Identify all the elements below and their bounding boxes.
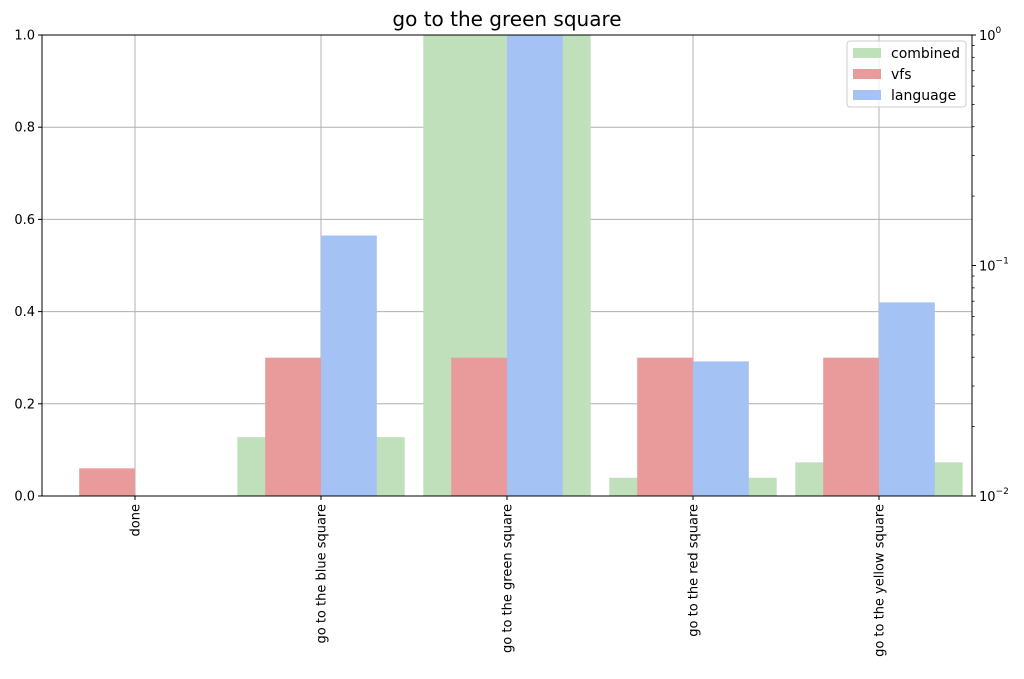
bar-vfs xyxy=(265,357,321,496)
x-tick-label: go to the blue square xyxy=(315,504,330,644)
axes: 0.0 0.2 0.4 0.6 0.8 1.0 10−2 10−1 100 done go to t… xyxy=(14,26,1009,657)
bar-vfs xyxy=(637,357,693,496)
y-left-tick-label: 1.0 xyxy=(14,29,35,44)
bar-vfs xyxy=(451,357,507,496)
y-right-tick-label: 10−1 xyxy=(979,257,1009,275)
y-right-tick-exponent: −2 xyxy=(996,487,1009,497)
bar-language xyxy=(507,35,563,496)
y-right-tick-label: 100 xyxy=(979,26,1002,44)
bar-language xyxy=(321,235,377,496)
legend-label-language: language xyxy=(891,88,956,104)
y-right-tick-exponent: −1 xyxy=(996,257,1009,267)
legend-label-vfs: vfs xyxy=(891,67,912,83)
y-left-tick-label: 0.6 xyxy=(14,213,35,228)
legend-swatch-combined xyxy=(853,48,881,58)
y-left-tick-label: 0.8 xyxy=(14,121,35,136)
chart-title: go to the green square xyxy=(392,7,621,31)
y-left-tick-label: 0.0 xyxy=(14,490,35,505)
x-tick-label: go to the green square xyxy=(501,504,516,653)
y-right-tick-label: 10−2 xyxy=(979,487,1009,505)
bar-language xyxy=(879,302,935,496)
legend: combined vfs language xyxy=(846,40,967,108)
legend-swatch-vfs xyxy=(853,69,881,79)
legend-label-combined: combined xyxy=(891,46,960,62)
bar-vfs xyxy=(79,468,135,496)
x-tick-label: go to the yellow square xyxy=(873,504,888,657)
bar-language xyxy=(693,361,749,496)
bar-vfs xyxy=(823,357,879,496)
y-left-tick-label: 0.2 xyxy=(14,397,35,412)
legend-swatch-language xyxy=(853,90,881,100)
bars-layer xyxy=(79,35,963,496)
x-tick-label: go to the red square xyxy=(687,504,702,637)
x-tick-label: done xyxy=(129,504,144,536)
y-right-tick-exponent: 0 xyxy=(996,26,1002,36)
y-left-tick-label: 0.4 xyxy=(14,305,35,320)
